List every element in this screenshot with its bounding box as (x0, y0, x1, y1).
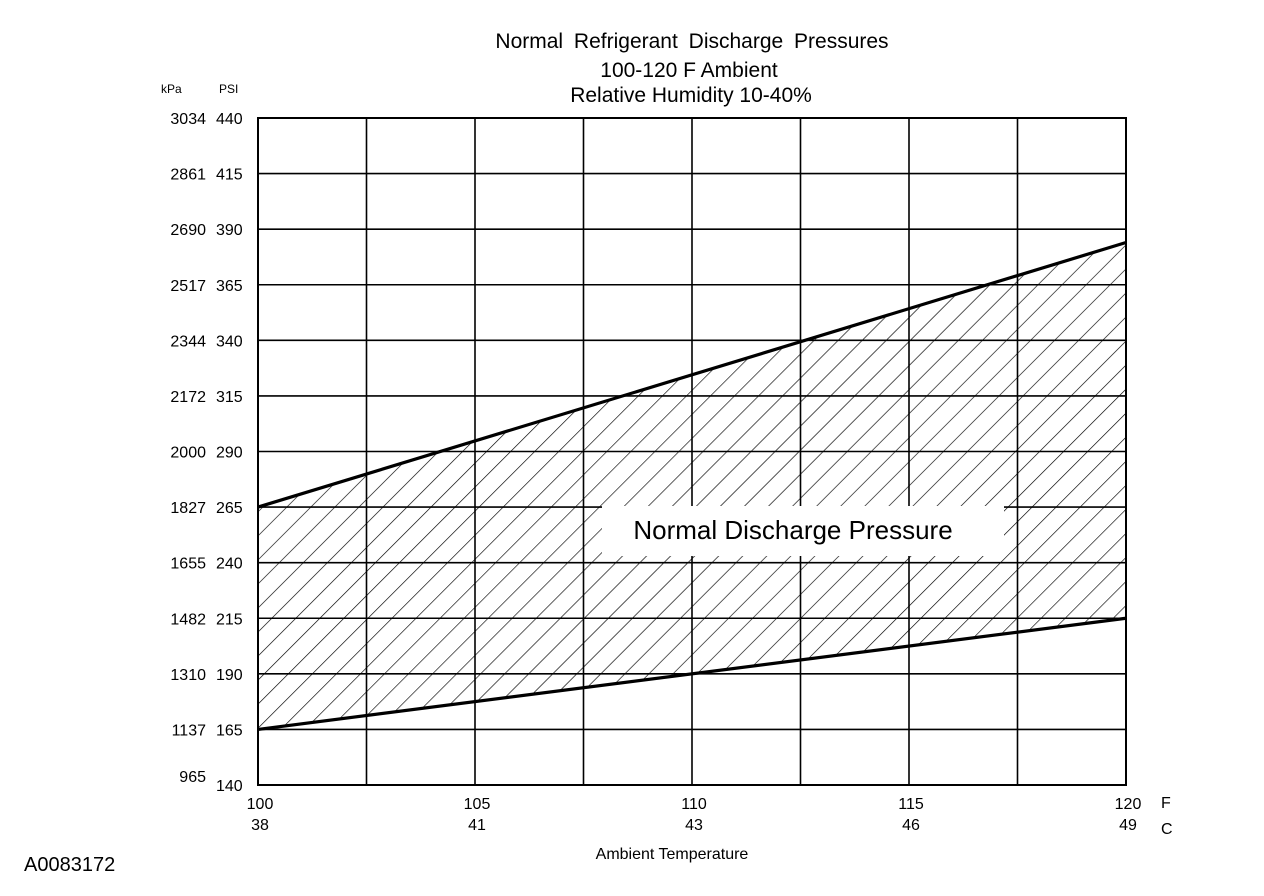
x-axis-title: Ambient Temperature (596, 846, 749, 863)
y-tick-psi-315: 315 (216, 389, 243, 406)
y-unit-psi: PSI (219, 82, 238, 96)
y-tick-kpa-1655: 1655 (170, 556, 206, 573)
y-tick-psi-190: 190 (216, 667, 243, 684)
x-tick-f-115: 115 (898, 796, 924, 813)
x-unit-c: C (1161, 821, 1173, 838)
y-tick-psi-140: 140 (216, 778, 243, 795)
chart-subtitle-humidity: Relative Humidity 10-40% (570, 84, 812, 107)
x-tick-c-43: 43 (685, 817, 703, 834)
y-tick-psi-215: 215 (216, 611, 243, 628)
y-tick-kpa-2172: 2172 (170, 389, 206, 406)
plot-frame (257, 117, 1127, 786)
x-tick-f-105: 105 (464, 796, 491, 813)
y-tick-psi-265: 265 (216, 500, 243, 517)
x-tick-f-120: 120 (1115, 796, 1142, 813)
y-tick-psi-240: 240 (216, 556, 243, 573)
y-tick-psi-440: 440 (216, 111, 243, 128)
chart-title: Normal Refrigerant Discharge Pressures (495, 30, 888, 53)
x-tick-c-49: 49 (1119, 817, 1137, 834)
lower-limit-line (257, 616, 1127, 732)
y-tick-psi-415: 415 (216, 167, 243, 184)
y-tick-psi-165: 165 (216, 722, 243, 739)
grid (257, 117, 1127, 786)
figure-id: A0083172 (24, 854, 115, 876)
chart-subtitle-ambient: 100-120 F Ambient (600, 59, 778, 82)
y-tick-kpa-2344: 2344 (170, 333, 206, 350)
y-tick-kpa-2861: 2861 (170, 167, 206, 184)
y-tick-psi-290: 290 (216, 445, 243, 462)
y-tick-kpa-1310: 1310 (170, 667, 206, 684)
x-tick-c-41: 41 (468, 817, 486, 834)
y-tick-kpa-1827: 1827 (170, 500, 206, 517)
x-tick-f-100: 100 (247, 796, 274, 813)
y-tick-kpa-1137: 1137 (172, 722, 207, 739)
y-tick-kpa-1482: 1482 (170, 611, 206, 628)
x-tick-c-38: 38 (251, 817, 269, 834)
limit-lines (257, 240, 1127, 732)
y-tick-kpa-2000: 2000 (170, 445, 206, 462)
y-tick-kpa-2517: 2517 (170, 278, 206, 295)
y-tick-kpa-965: 965 (179, 769, 206, 786)
y-tick-psi-390: 390 (216, 222, 243, 239)
y-tick-labels: 965 140 1137 165 1310 190 1482 215 1655 240 1827 26… (170, 111, 242, 795)
y-tick-psi-365: 365 (216, 278, 243, 295)
band-label-background (602, 506, 1004, 556)
upper-limit-line (257, 240, 1127, 509)
y-unit-kpa: kPa (161, 82, 182, 96)
y-tick-kpa-2690: 2690 (170, 222, 206, 239)
x-unit-f: F (1161, 795, 1171, 812)
y-tick-kpa-3034: 3034 (170, 111, 206, 128)
band-label: Normal Discharge Pressure (633, 515, 952, 545)
x-tick-c-46: 46 (902, 817, 920, 834)
x-tick-labels: 100 38 105 41 110 43 115 46 120 49 (247, 796, 1142, 834)
y-tick-psi-340: 340 (216, 333, 243, 350)
x-tick-f-110: 110 (681, 796, 707, 813)
